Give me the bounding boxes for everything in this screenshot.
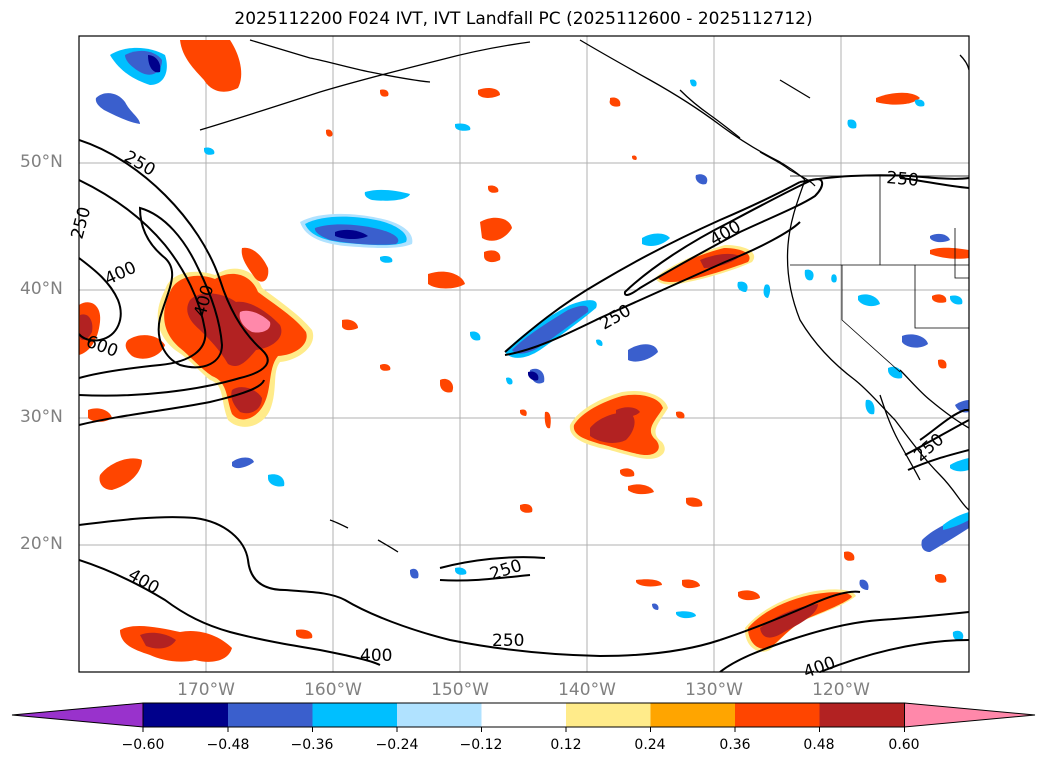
contour-label: 250 [886, 168, 920, 191]
colorbar-extend-low [11, 702, 144, 728]
colorbar-tick-label: −0.60 [121, 737, 165, 753]
colorbar-tick-label: 0.48 [803, 737, 835, 753]
contour-label: 400 [125, 565, 163, 599]
ivt-region-southeast [744, 589, 856, 652]
contour-label: 400 [360, 646, 392, 666]
colorbar-tick-label: 0.36 [719, 737, 751, 753]
contour-label: 250 [487, 556, 524, 585]
contour-label: 250 [121, 147, 159, 181]
lat-label-20n: 20°N [20, 534, 63, 554]
gridlines [79, 36, 969, 672]
contour-label: 250 [68, 205, 96, 242]
lon-label-130w: 130°W [685, 680, 743, 700]
lon-label-170w: 170°W [177, 680, 235, 700]
colorbar [11, 702, 1036, 732]
colorbar-tick-label: −0.24 [375, 737, 419, 753]
lon-label-160w: 160°W [304, 680, 362, 700]
colorbar-bin [566, 703, 651, 727]
ivt-region-mid-west [99, 458, 142, 490]
lat-label-40n: 40°N [20, 279, 63, 299]
lon-label-120w: 120°W [812, 680, 870, 700]
negative-ivt-regions [95, 47, 969, 641]
colorbar-bin [312, 703, 397, 727]
colorbar-extend-high [904, 702, 1036, 728]
ivt-region-northwest [180, 40, 242, 92]
lat-label-50n: 50°N [20, 152, 63, 172]
colorbar-bin [481, 703, 566, 727]
colorbar-bin [819, 703, 905, 727]
colorbar-tick-label: −0.12 [459, 737, 503, 753]
colorbar-tick-label: 0.12 [550, 737, 582, 753]
contour-label: 250 [492, 631, 524, 651]
ivt-contours [79, 139, 969, 672]
colorbar-bin [735, 703, 820, 727]
ivt-region-central [569, 390, 668, 459]
colorbar-bin [228, 703, 313, 727]
lon-label-150w: 150°W [431, 680, 489, 700]
ivt-region-northeast [655, 245, 755, 285]
contour-label: 400 [102, 258, 140, 290]
colorbar-tick-label: 0.60 [888, 737, 920, 753]
map-title: 2025112200 F024 IVT, IVT Landfall PC (20… [234, 9, 813, 29]
lat-label-30n: 30°N [20, 407, 63, 427]
contour-label: 600 [83, 332, 120, 362]
state-borders [790, 175, 969, 373]
coastlines [199, 39, 969, 553]
ivt-region-west [157, 268, 314, 427]
colorbar-bin [397, 703, 482, 727]
colorbar-tick-label: 0.24 [634, 737, 666, 753]
map-frame [78, 35, 970, 673]
lon-label-140w: 140°W [558, 680, 616, 700]
colorbar-tick-label: −0.36 [290, 737, 334, 753]
colorbar-frame [142, 702, 905, 728]
colorbar-bin [650, 703, 735, 727]
colorbar-bin [143, 703, 228, 727]
contour-label: 400 [801, 653, 838, 683]
colorbar-tick-label: −0.48 [206, 737, 250, 753]
